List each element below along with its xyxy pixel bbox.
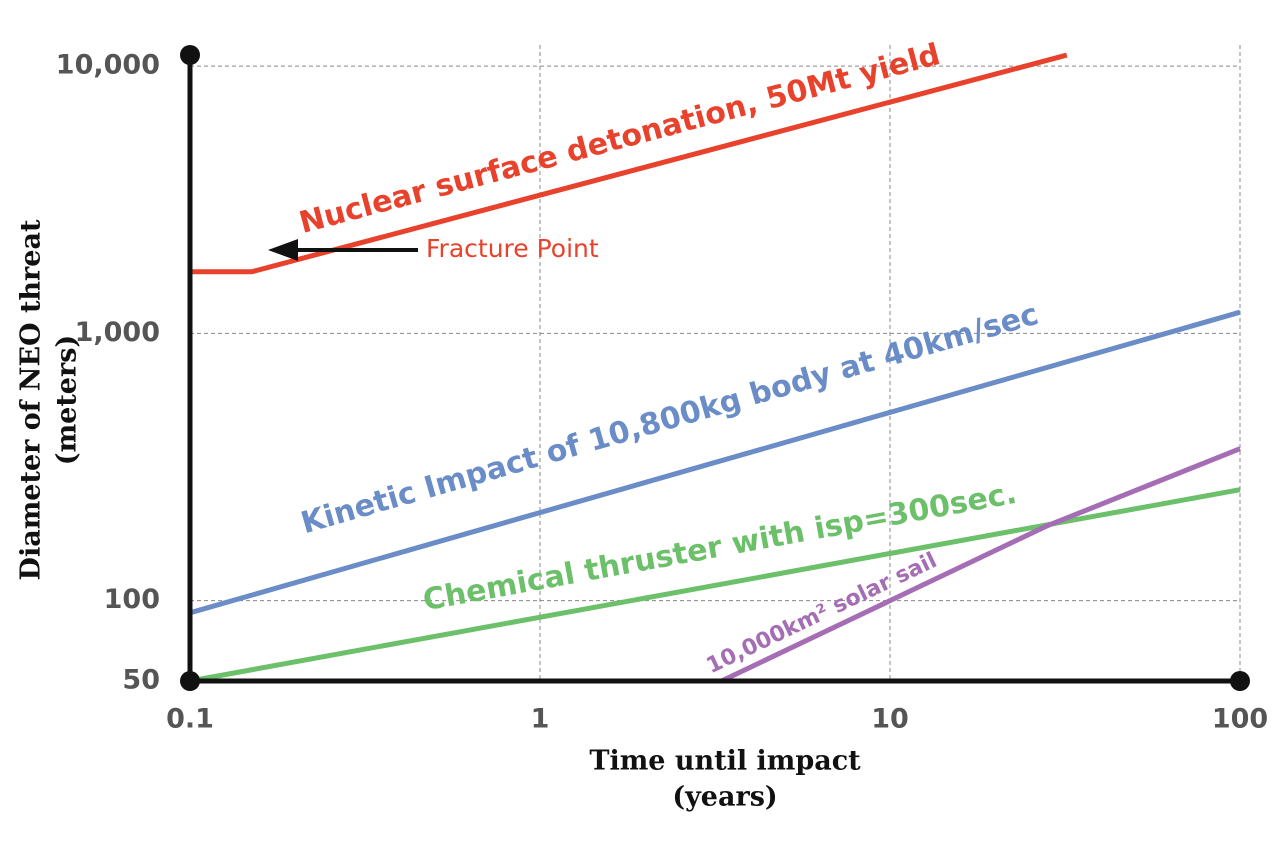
x-tick-label: 100	[1212, 704, 1268, 735]
lines	[189, 52, 1241, 684]
series-label: Nuclear surface detonation, 50Mt yield	[296, 37, 944, 241]
axis-end	[1230, 671, 1250, 691]
y-axis-title: (meters)	[52, 335, 83, 465]
y-tick-label: 50	[122, 665, 160, 696]
y-tick-label: 10,000	[56, 50, 160, 81]
x-axis-title: Time until impact	[589, 746, 861, 777]
x-tick-label: 1	[531, 704, 550, 735]
series-line	[189, 309, 1241, 616]
y-axis-title: Diameter of NEO threat	[16, 219, 47, 580]
annotation: Fracture Point	[426, 234, 599, 263]
axis-origin	[180, 671, 200, 691]
x-tick-label: 10	[871, 704, 909, 735]
series-line	[189, 487, 1241, 684]
axis-end	[180, 45, 200, 65]
x-axis-title: (years)	[672, 782, 777, 813]
y-axis-title: Diameter of NEO threat (meters)	[16, 219, 83, 580]
annotation-arrowhead	[268, 239, 298, 261]
series-line	[190, 52, 1068, 275]
x-tick-label: 0.1	[166, 704, 214, 735]
series-line	[720, 446, 1241, 684]
y-tick-label: 1,000	[75, 317, 160, 348]
y-tick-label: 100	[104, 584, 160, 615]
